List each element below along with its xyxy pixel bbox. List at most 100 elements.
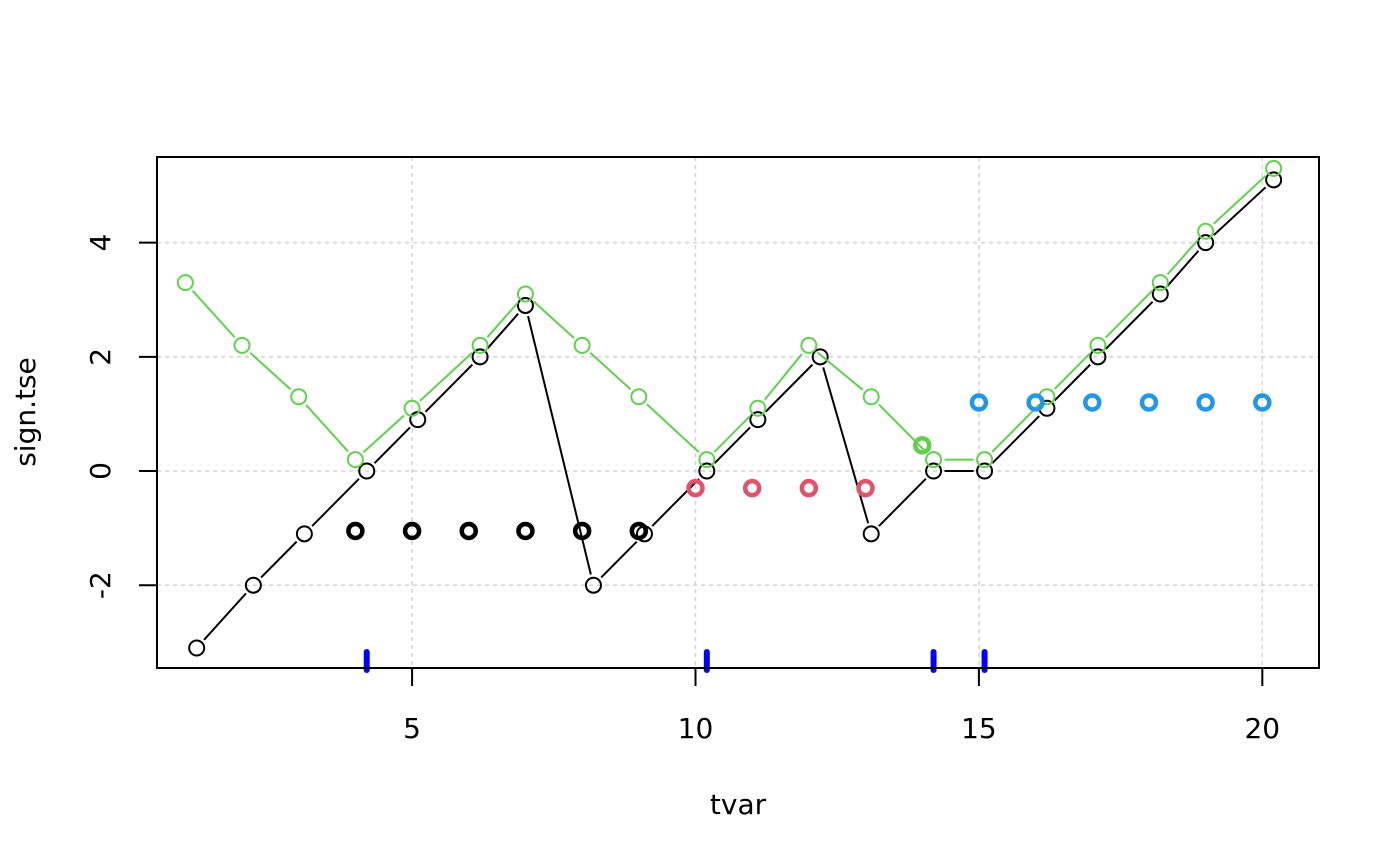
data-point [698,462,716,480]
data-point [912,436,932,455]
series-segment [763,353,803,401]
y-axis-label: sign.tse [9,357,42,467]
data-point [1151,285,1169,303]
series-5 [969,393,1272,412]
series-segment [713,415,751,453]
data-point [573,336,591,354]
data-point [925,462,943,480]
data-point [800,336,818,354]
x-tick-label: 5 [403,712,421,745]
data-point [516,296,534,314]
data-point [402,521,422,541]
data-point [290,388,308,406]
data-point [346,451,364,469]
data-point [686,478,705,498]
series-segment [822,367,870,524]
plot-frame [156,156,1320,669]
series-segment [1104,301,1154,350]
y-tick-label: 0 [84,462,117,480]
data-point [630,388,648,406]
data-point [1196,393,1215,412]
data-point [188,639,206,657]
y-tick-label: 4 [84,234,117,252]
series-segment [1053,363,1091,402]
series-segment [203,592,247,641]
series-segment [991,415,1040,464]
series-segment [1166,238,1200,276]
series-segment [532,300,575,339]
data-point [811,348,829,366]
data-point [1089,348,1107,366]
data-point [925,451,943,469]
data-point [1197,234,1215,252]
series-segment [713,426,751,464]
data-point [1265,159,1283,177]
series-segment [486,313,519,350]
series-segment [249,352,292,391]
series-segment [600,540,638,579]
series-segment [1053,352,1091,390]
series-segment [260,540,298,579]
series-segment [878,403,927,453]
series-2 [346,521,649,541]
series-segment [373,426,411,464]
y-tick-label: -2 [84,571,117,599]
data-point [799,478,819,498]
data-point [749,411,767,429]
series-segment [191,290,236,338]
data-point [358,462,376,480]
data-point [295,525,313,543]
series-segment [1213,186,1267,236]
data-point [233,336,251,354]
data-point [244,576,262,594]
data-point [1151,274,1169,292]
series-segment [527,315,592,575]
grid-lines [157,157,1319,668]
series-segment [424,363,474,413]
data-point [856,478,875,498]
data-point [969,393,989,412]
data-point [749,399,767,417]
y-tick-label: 2 [84,348,117,366]
series-4 [912,436,932,455]
series-segment [1213,175,1267,225]
data-point [516,521,535,541]
data-point [976,462,994,480]
data-point [459,521,479,541]
data-point [176,274,194,292]
data-point [516,285,534,303]
series-segment [816,351,864,391]
series-layer [176,159,1283,673]
data-point [471,336,489,354]
x-tick-label: 15 [961,712,997,745]
data-point [976,451,994,469]
series-segment [991,403,1040,453]
series-segment [878,478,927,527]
data-point [862,388,880,406]
series-3 [686,478,875,498]
data-point [1026,393,1045,412]
data-point [1253,393,1272,412]
series-segment [419,352,473,402]
series-segment [1166,250,1200,287]
data-point [346,521,365,541]
data-point [629,521,649,541]
x-tick-label: 20 [1244,712,1280,745]
data-point [1265,171,1283,189]
data-point [1139,393,1159,412]
x-axis-label: tvar [710,788,767,821]
series-segment [305,404,349,453]
series-1 [176,159,1283,469]
data-point [862,525,880,543]
data-point [698,451,716,469]
axes: 5 10 15 20 -2 0 2 4 [84,234,1280,745]
data-point [572,521,592,541]
x-tick-label: 10 [678,712,714,745]
series-segment [1104,289,1154,339]
data-point [584,576,602,594]
data-point [1197,222,1215,240]
data-point [1083,393,1102,412]
data-point [471,348,489,366]
series-segment [486,301,519,338]
data-point [1089,336,1107,354]
